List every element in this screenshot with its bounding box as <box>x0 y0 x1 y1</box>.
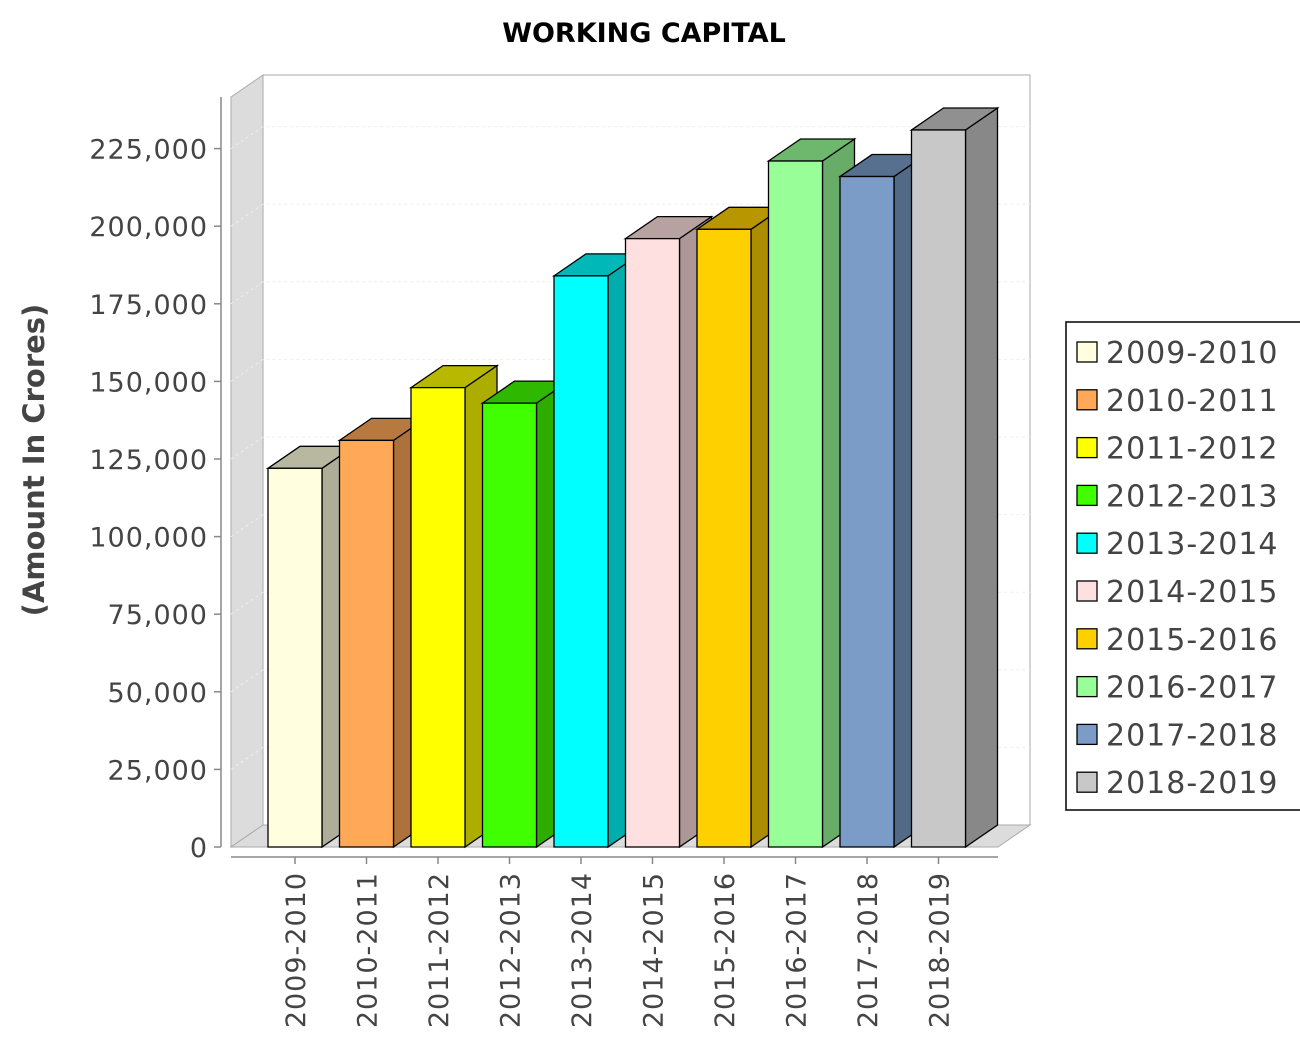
legend-swatch <box>1076 580 1098 602</box>
x-tick-label: 2015-2016 <box>710 872 741 1028</box>
bar-front <box>338 439 395 848</box>
bar-front <box>553 275 609 848</box>
y-tick-label: 125,000 <box>89 445 208 476</box>
y-tick-label: 200,000 <box>89 212 208 243</box>
legend-swatch <box>1076 436 1098 459</box>
bar-front <box>624 237 681 848</box>
y-tick-label: 175,000 <box>89 290 208 321</box>
legend-swatch <box>1076 341 1098 363</box>
x-tick-label: 2010-2011 <box>353 872 384 1028</box>
bar-front <box>267 467 323 848</box>
legend-swatch <box>1076 484 1098 507</box>
y-tick-label: 50,000 <box>108 678 208 709</box>
x-tick-label: 2011-2012 <box>424 872 455 1028</box>
x-tick-label: 2013-2014 <box>567 872 598 1028</box>
bar-front <box>410 386 466 848</box>
gridline <box>230 436 1030 460</box>
legend-box <box>1065 321 1300 811</box>
legend-label: 2014-2015 <box>1106 575 1279 610</box>
y-axis-label: (Amount In Crores) <box>17 304 51 617</box>
legend-item: 2015-2016 <box>1076 623 1279 658</box>
legend-label: 2018-2019 <box>1106 766 1279 801</box>
bar-2015-2016 <box>694 206 786 849</box>
gridline <box>230 203 1030 227</box>
y-tick-label: 75,000 <box>108 600 208 631</box>
legend-item: 2013-2014 <box>1076 527 1279 562</box>
legend-item: 2011-2012 <box>1076 432 1279 467</box>
legend-label: 2016-2017 <box>1106 671 1279 706</box>
bar-front <box>839 175 895 848</box>
x-tick-label: 2016-2017 <box>782 872 813 1028</box>
legend-item: 2014-2015 <box>1076 575 1279 610</box>
x-tick-label: 2017-2018 <box>853 872 884 1028</box>
x-tick-label: 2014-2015 <box>639 872 670 1028</box>
y-tick-label: 150,000 <box>89 367 208 398</box>
legend-item: 2012-2013 <box>1076 479 1279 514</box>
legend-swatch <box>1076 771 1098 793</box>
gridline <box>230 591 1030 615</box>
legend-item: 2009-2010 <box>1076 336 1279 371</box>
bar-front <box>696 228 752 848</box>
bar-front <box>481 402 538 848</box>
legend-label: 2015-2016 <box>1106 623 1279 658</box>
y-tick-label: 225,000 <box>89 135 208 166</box>
legend-label: 2012-2013 <box>1106 479 1279 514</box>
legend-label: 2010-2011 <box>1106 384 1279 419</box>
legend-item: 2018-2019 <box>1076 766 1279 801</box>
y-axis: 0 25,000 50,000 75,000 100,000 125,000 150,000… <box>89 97 222 864</box>
gridline <box>230 358 1030 382</box>
x-tick-label: 2012-2013 <box>496 872 527 1028</box>
legend-swatch <box>1076 628 1098 650</box>
legend-item: 2016-2017 <box>1076 671 1279 706</box>
y-tick-label: 25,000 <box>108 755 208 786</box>
legend-label: 2013-2014 <box>1106 527 1279 562</box>
chart-title: WORKING CAPITAL <box>502 18 786 49</box>
gridline <box>230 281 1030 305</box>
legend-swatch <box>1076 532 1098 554</box>
bars <box>265 106 1000 849</box>
legend-item: 2017-2018 <box>1076 718 1279 753</box>
legend: 2009-2010 2010-2011 2011-2012 2012-2013 2013… <box>1065 321 1300 811</box>
legend-swatch <box>1076 723 1098 746</box>
left-wall <box>230 74 264 848</box>
bar-front <box>910 129 967 848</box>
bar-side <box>964 106 999 849</box>
bar-2018-2019 <box>909 106 1000 849</box>
legend-item: 2010-2011 <box>1076 384 1279 419</box>
y-tick-label: 100,000 <box>89 523 208 554</box>
legend-swatch <box>1076 389 1098 411</box>
gridline <box>230 514 1030 538</box>
bar-2017-2018 <box>837 153 929 849</box>
gridline <box>230 669 1030 693</box>
legend-swatch <box>1076 675 1098 698</box>
bar-front <box>767 160 824 848</box>
x-axis: 2009-2010 2010-2011 2011-2012 2012-2013 2013… <box>231 856 998 1028</box>
legend-label: 2009-2010 <box>1106 336 1279 371</box>
legend-label: 2011-2012 <box>1106 432 1279 467</box>
legend-label: 2017-2018 <box>1106 718 1279 753</box>
x-tick-label: 2018-2019 <box>925 872 956 1028</box>
gridline <box>230 126 1030 150</box>
gridline <box>230 746 1030 770</box>
y-tick-label: 0 <box>190 833 208 864</box>
x-tick-label: 2009-2010 <box>281 872 312 1028</box>
